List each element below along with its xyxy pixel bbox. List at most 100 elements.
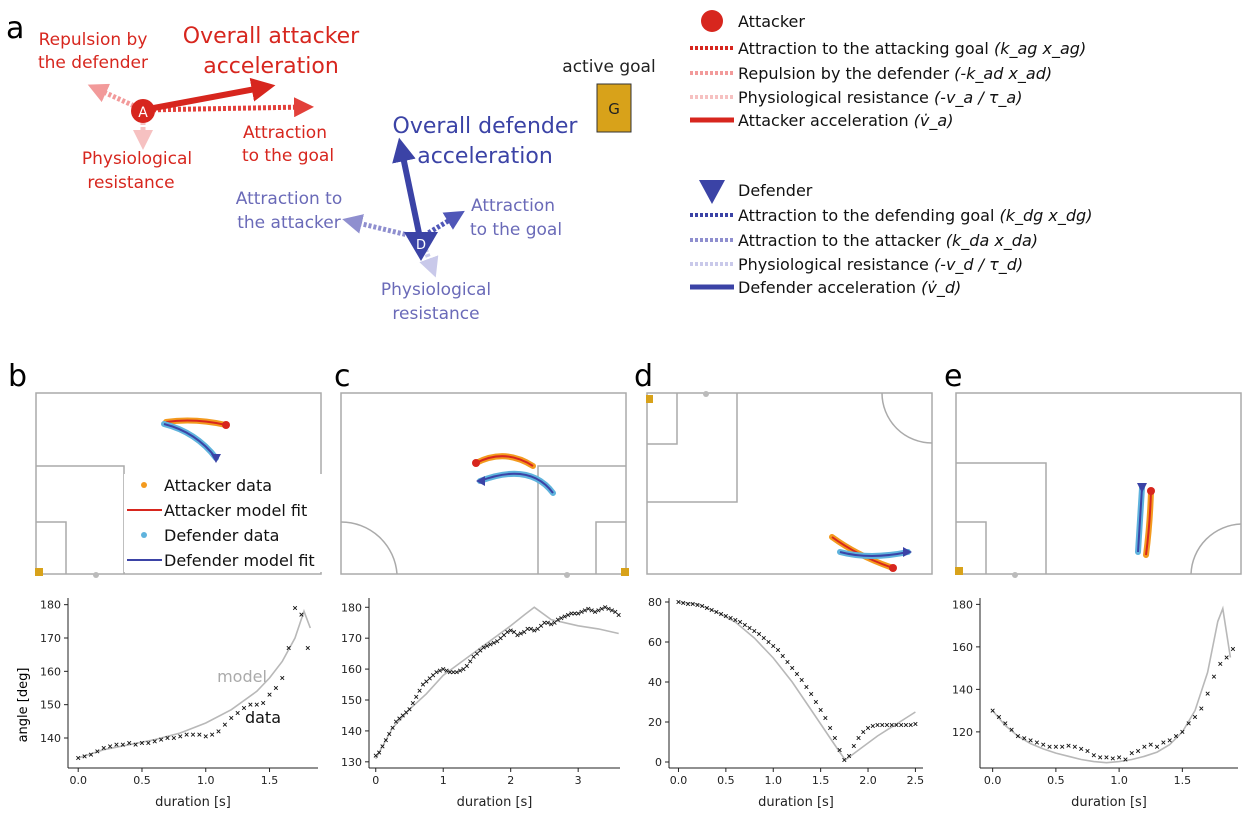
plot-c-xlabel: duration [s] (457, 795, 533, 810)
plot-b-x-tick-label: 1.5 (261, 774, 279, 787)
plot-d-data-point (913, 721, 918, 727)
active-goal: active goal G (562, 57, 656, 133)
plot-c-data-point (447, 670, 453, 675)
plot-d-data-point (842, 757, 847, 763)
field-e-attacker-end (1147, 487, 1155, 495)
plot-e-y-tick-label: 180 (952, 598, 973, 611)
plot-b-data-point (203, 734, 208, 739)
plot-c-y-tick-label: 180 (341, 601, 362, 614)
field-e-goal (955, 567, 963, 575)
field-c-penalty-box (537, 465, 626, 574)
panel-label-a: a (6, 11, 24, 46)
overall-defender-label-2: acceleration (417, 144, 553, 169)
plot-b-data-point (241, 705, 247, 711)
plot-d-x-tick-label: 2.0 (859, 774, 877, 787)
plot-b-y-tick-label: 140 (40, 732, 61, 745)
plot-b-data-point (254, 702, 259, 707)
plot-b-data-point (261, 700, 266, 706)
plot-d-data-point (676, 599, 681, 605)
field-d-border (646, 392, 933, 575)
plot-d-data-point (785, 659, 790, 665)
field-e-penalty-box (956, 462, 1047, 574)
plot-d-data-point (865, 725, 871, 731)
legend-b-background (124, 474, 322, 572)
attacker-marker-letter: A (138, 105, 148, 121)
plot-d-model-line (678, 601, 916, 762)
plot-b-data-point (210, 732, 215, 737)
plot-c-data-point (464, 663, 469, 669)
plot-c-data-point (410, 700, 415, 706)
plot-b-y-tick-label: 180 (40, 599, 61, 612)
legend-attacker-2: Repulsion by the defender (-k_ad x_ad) (738, 64, 1052, 84)
data-annotation: data (245, 708, 281, 727)
field-c-defender-fit (479, 472, 554, 494)
plot-c-data-point (434, 670, 439, 675)
plot-e-data-point (1211, 674, 1217, 679)
plot-e-data-point (1072, 744, 1077, 749)
plot-c-data-point (407, 707, 412, 712)
angle-ylabel: angle [deg] (16, 668, 31, 743)
plot-c-data-point (555, 617, 561, 622)
plot-e-data-point (1085, 748, 1090, 754)
plot-c-data-point (417, 688, 422, 693)
plot-d-data-point (719, 611, 724, 617)
plot-c-data-point (397, 716, 402, 721)
plot-d-data-point (747, 625, 752, 631)
plot-b-data-point (273, 685, 279, 691)
defender-attacker-label-1: Attraction to (236, 189, 342, 209)
plot-c-data-point (508, 628, 513, 633)
plot-c-data-point (572, 611, 577, 616)
plot-d-x-tick-label: 2.5 (907, 774, 925, 787)
plot-e-data-point (1192, 714, 1198, 720)
plot-d-data-point (690, 601, 695, 607)
plot-b-data-point (114, 742, 119, 747)
plot-b-data-point (107, 744, 113, 749)
plot-c-data-point (387, 731, 392, 737)
plot-d-data-point (728, 615, 733, 621)
field-c (340, 392, 627, 575)
plot-c-x-tick-label: 2 (507, 774, 514, 787)
field-b-defender-data (161, 421, 219, 461)
plot-c-data-point (545, 620, 550, 625)
plot-d-data-point (889, 722, 894, 728)
field-e (955, 392, 1242, 575)
plot-b-data-point (95, 749, 100, 754)
plot-c-data-point (468, 659, 473, 664)
plot-e-x-tick-label: 0.0 (984, 774, 1002, 787)
field-d-attacker-end (889, 564, 897, 572)
defender-resistance-label-1: Physiological (381, 280, 491, 300)
legend-b-attacker-data: Attacker data (164, 476, 272, 495)
field-b-trajectories (161, 417, 230, 463)
plot-d-x-tick-label: 0.5 (717, 774, 735, 787)
plot-d-y-tick-label: 80 (648, 596, 662, 609)
plot-c-data-point (441, 666, 446, 672)
plot-d-data-point (861, 729, 866, 735)
plot-c-data-point (603, 605, 608, 610)
plot-b-y-tick-label: 160 (40, 665, 61, 678)
plot-d-x-tick-label: 1.0 (765, 774, 783, 787)
plot-e-data-point (1167, 738, 1172, 743)
plot-c-data-point (414, 694, 419, 700)
field-c-goal (621, 568, 629, 576)
defender-resistance-label-2: resistance (392, 304, 479, 324)
field-c-attacker-end (472, 459, 480, 467)
plot-c-data-point (427, 676, 432, 681)
field-e-trajectories (1135, 483, 1155, 558)
plot-c-data-point (403, 710, 409, 715)
field-c-attacker-fit (475, 455, 534, 467)
field-e-ball (1012, 572, 1018, 578)
plot-e-data-point (1173, 734, 1179, 739)
field-b-goal (35, 568, 43, 576)
legend-b: Attacker data Attacker model fit Defende… (124, 474, 322, 572)
defender-goal-label-2: to the goal (470, 220, 562, 240)
plot-e-x-tick-label: 1.0 (1110, 774, 1128, 787)
plot-e-xlabel: duration [s] (1071, 795, 1147, 810)
field-e-defender-fit (1137, 487, 1143, 553)
plot-e-data-point (1066, 743, 1071, 748)
plot-d-data-point (685, 601, 691, 607)
plot-b-data-point (133, 742, 138, 747)
plot-c-data-point (589, 608, 594, 613)
plot-e-data-point (1148, 742, 1153, 747)
field-d-ball (703, 391, 709, 397)
plot-c-data-point (498, 636, 503, 641)
